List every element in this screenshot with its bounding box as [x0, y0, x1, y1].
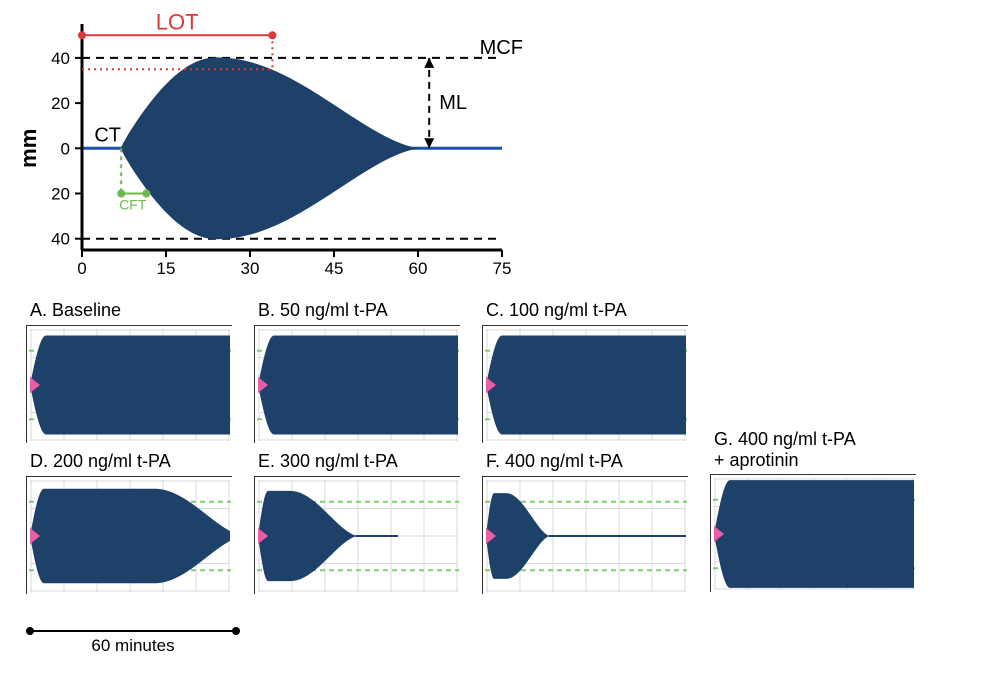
panel-E: E. 300 ng/ml t-PA: [254, 451, 460, 594]
svg-text:CT: CT: [94, 125, 121, 147]
svg-text:40: 40: [51, 49, 70, 68]
svg-text:Time (min): Time (min): [242, 279, 343, 280]
svg-text:45: 45: [325, 259, 344, 278]
svg-text:MCF: MCF: [480, 37, 523, 59]
panel-box-C: [482, 325, 688, 443]
panels-grid: A. Baseline B. 50 ng/ml t-PA C. 100 ng/ml …: [26, 300, 986, 602]
scale-bar: 60 minutes: [30, 630, 236, 656]
panel-svg-E: [255, 477, 461, 595]
panel-box-D: [26, 476, 232, 594]
panel-label-D: D. 200 ng/ml t-PA: [30, 451, 232, 472]
svg-text:ML: ML: [439, 92, 467, 114]
panel-box-B: [254, 325, 460, 443]
panel-B: B. 50 ng/ml t-PA: [254, 300, 460, 443]
panel-F: F. 400 ng/ml t-PA: [482, 451, 688, 594]
main-chart: 0 15 30 45 60 75 Time (min) 40 20 0 20 40 mm LOT MCF ML…: [20, 10, 532, 285]
svg-text:15: 15: [157, 259, 176, 278]
panel-box-F: [482, 476, 688, 594]
panel-box-E: [254, 476, 460, 594]
panel-label-C: C. 100 ng/ml t-PA: [486, 300, 688, 321]
svg-text:40: 40: [51, 230, 70, 249]
panel-box-G: [710, 474, 916, 592]
svg-text:CFT: CFT: [119, 197, 147, 213]
svg-text:LOT: LOT: [156, 10, 199, 34]
panel-A: A. Baseline: [26, 300, 232, 443]
panel-C: C. 100 ng/ml t-PA: [482, 300, 688, 443]
panel-row-0: A. Baseline B. 50 ng/ml t-PA C. 100 ng/ml …: [26, 300, 986, 443]
panel-svg-B: [255, 326, 461, 444]
panel-label-E: E. 300 ng/ml t-PA: [258, 451, 460, 472]
svg-text:75: 75: [493, 259, 512, 278]
panel-svg-A: [27, 326, 233, 444]
svg-text:60: 60: [409, 259, 428, 278]
scale-bar-line: [30, 630, 236, 632]
svg-text:20: 20: [51, 185, 70, 204]
svg-text:0: 0: [61, 139, 70, 158]
panel-box-A: [26, 325, 232, 443]
panel-label-F: F. 400 ng/ml t-PA: [486, 451, 688, 472]
svg-text:30: 30: [241, 259, 260, 278]
svg-text:20: 20: [51, 94, 70, 113]
panel-label-G: G. 400 ng/ml t-PA+ aprotinin: [714, 429, 916, 470]
panel-row-1: D. 200 ng/ml t-PA E. 300 ng/ml t-PA F. 400…: [26, 451, 986, 594]
scale-bar-label: 60 minutes: [30, 636, 236, 656]
panel-svg-C: [483, 326, 689, 444]
main-chart-svg: 0 15 30 45 60 75 Time (min) 40 20 0 20 40 mm LOT MCF ML…: [20, 10, 532, 280]
svg-text:0: 0: [77, 259, 86, 278]
panel-svg-G: [711, 475, 917, 593]
svg-text:mm: mm: [20, 129, 41, 168]
panel-D: D. 200 ng/ml t-PA: [26, 451, 232, 594]
panel-svg-F: [483, 477, 689, 595]
panel-svg-D: [27, 477, 233, 595]
panel-label-B: B. 50 ng/ml t-PA: [258, 300, 460, 321]
panel-G: G. 400 ng/ml t-PA+ aprotinin: [710, 429, 916, 594]
panel-label-A: A. Baseline: [30, 300, 232, 321]
